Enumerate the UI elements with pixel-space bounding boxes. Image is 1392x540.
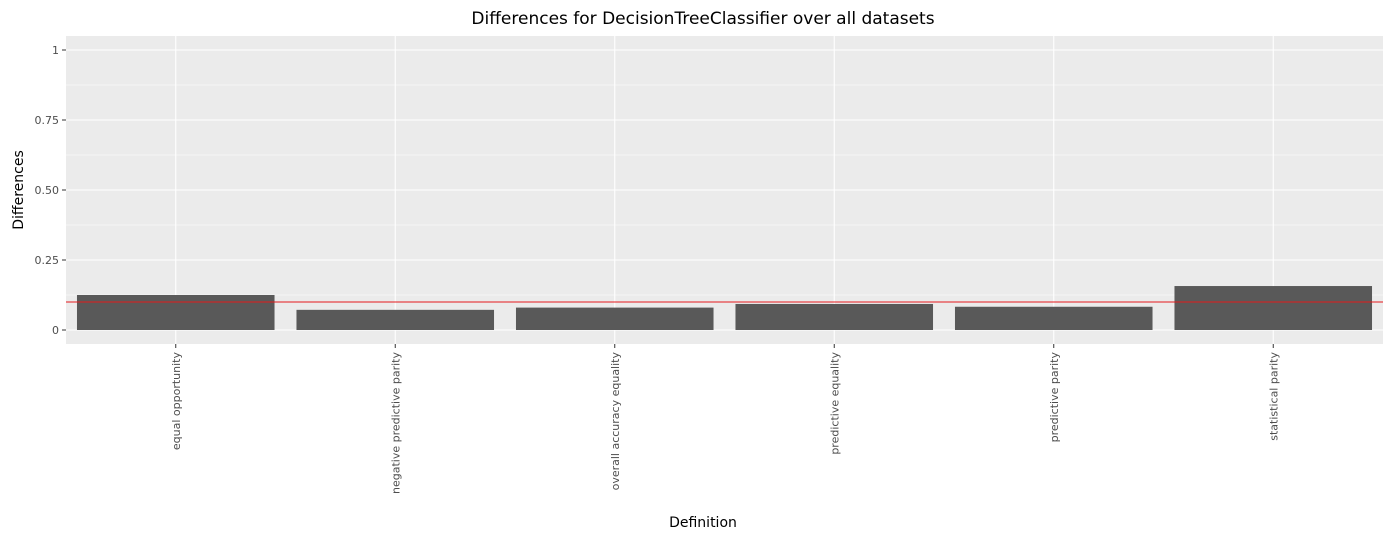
chart-title: Differences for DecisionTreeClassifier o… [471,9,934,29]
bars [76,286,1373,330]
y-tick-label: 1 [52,44,59,57]
y-axis-title: Differences [11,150,27,229]
grid-lines [66,36,1383,344]
x-tick-label: equal opportunity [170,352,183,451]
axis-ticks: 0 0.25 0.50 0.75 1 equal opportunity negative … [35,44,1281,494]
y-tick-label: 0.75 [35,114,60,127]
bar-equal-opportunity [76,295,275,330]
x-axis-title: Definition [669,515,737,531]
y-tick-label: 0 [52,324,59,337]
bar-overall-accuracy-equality [515,307,714,330]
x-tick-label: predictive parity [1048,352,1061,443]
bar-predictive-parity [954,306,1153,330]
bar-predictive-equality [735,303,934,330]
x-tick-label: negative predictive parity [389,352,402,494]
x-tick-label: overall accuracy equality [609,352,622,491]
bar-negative-predictive-parity [296,309,495,330]
y-tick-label: 0.50 [35,184,60,197]
x-tick-label: statistical parity [1267,352,1280,441]
y-tick-label: 0.25 [35,254,60,267]
x-tick-label: predictive equality [828,352,841,455]
bar-statistical-parity [1174,286,1373,330]
